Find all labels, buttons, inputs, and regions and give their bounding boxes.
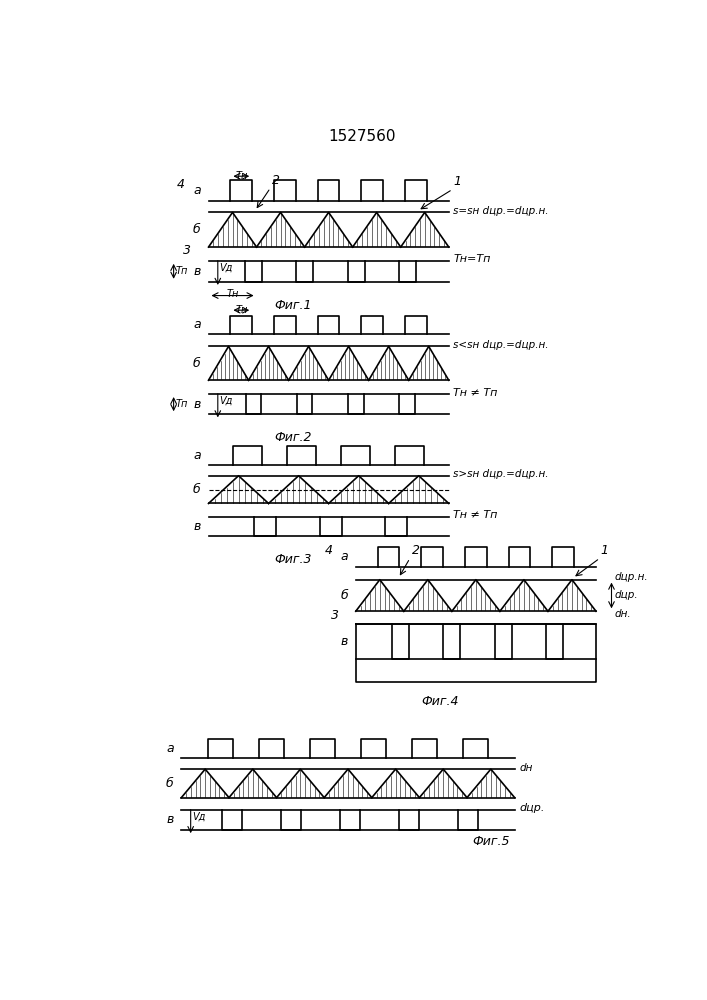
- Text: а: а: [193, 449, 201, 462]
- Text: dцр.: dцр.: [519, 803, 544, 813]
- Text: Tп: Tп: [175, 399, 187, 409]
- Text: Τн=Τп: Τн=Τп: [453, 254, 491, 264]
- Text: а: а: [166, 742, 174, 755]
- Text: 4: 4: [325, 544, 332, 557]
- Text: а: а: [193, 318, 201, 331]
- Text: Tн: Tн: [226, 289, 239, 299]
- Text: Tн: Tн: [235, 305, 247, 315]
- Text: s<sн dцр.=dцр.н.: s<sн dцр.=dцр.н.: [453, 340, 549, 350]
- Text: б: б: [193, 357, 201, 370]
- Text: б: б: [166, 777, 174, 790]
- Text: в: в: [194, 520, 201, 533]
- Text: 4: 4: [177, 178, 185, 191]
- Text: Tп: Tп: [175, 266, 187, 276]
- Text: dн.: dн.: [614, 609, 631, 619]
- Text: Vд: Vд: [192, 811, 206, 821]
- Text: Фиг.1: Фиг.1: [274, 299, 311, 312]
- Text: 2: 2: [272, 174, 280, 187]
- Text: в: в: [341, 635, 348, 648]
- Text: Фиг.2: Фиг.2: [274, 431, 311, 444]
- Text: Vд: Vд: [219, 262, 233, 272]
- Text: 3: 3: [331, 609, 339, 622]
- Text: Tн: Tн: [235, 171, 247, 181]
- Text: а: а: [340, 550, 348, 563]
- Text: 1527560: 1527560: [328, 129, 396, 144]
- Text: в: в: [194, 398, 201, 411]
- Text: б: б: [193, 223, 201, 236]
- Text: Τн ≠ Τп: Τн ≠ Τп: [453, 510, 498, 520]
- Text: 3: 3: [183, 244, 192, 257]
- Text: s=sн dцр.=dцр.н.: s=sн dцр.=dцр.н.: [453, 206, 549, 216]
- Text: в: в: [166, 813, 174, 826]
- Text: Фиг.4: Фиг.4: [421, 695, 459, 708]
- Text: 1: 1: [453, 175, 462, 188]
- Text: 1: 1: [601, 544, 609, 557]
- Text: dцр.н.: dцр.н.: [614, 572, 648, 582]
- Text: dн: dн: [519, 763, 532, 773]
- Text: s>sн dцр.=dцр.н.: s>sн dцр.=dцр.н.: [453, 469, 549, 479]
- Text: 2: 2: [411, 544, 419, 557]
- Text: а: а: [193, 184, 201, 197]
- Text: в: в: [194, 265, 201, 278]
- Text: б: б: [193, 483, 201, 496]
- Text: Фиг.3: Фиг.3: [274, 553, 311, 566]
- Text: Τн ≠ Τп: Τн ≠ Τп: [453, 388, 498, 398]
- Text: Фиг.5: Фиг.5: [472, 835, 510, 848]
- Text: б: б: [340, 589, 348, 602]
- Text: Vд: Vд: [219, 396, 233, 406]
- Text: dцр.: dцр.: [614, 590, 638, 600]
